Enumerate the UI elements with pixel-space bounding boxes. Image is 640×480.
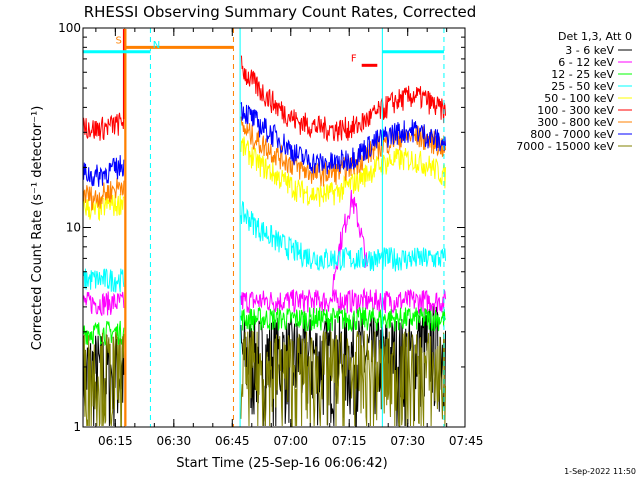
x-tick-label: 07:45 bbox=[449, 434, 484, 448]
x-tick-label: 06:30 bbox=[157, 434, 192, 448]
flag-label: S bbox=[116, 35, 122, 46]
x-tick-label: 07:15 bbox=[332, 434, 367, 448]
series-4 bbox=[82, 136, 446, 222]
x-axis-label: Start Time (25-Sep-16 06:06:42) bbox=[176, 456, 387, 471]
series-trace bbox=[240, 330, 446, 427]
series-2 bbox=[82, 306, 446, 347]
x-tick-label: 06:45 bbox=[215, 434, 250, 448]
legend-label: 300 - 800 keV bbox=[537, 116, 614, 129]
legend-label: 25 - 50 keV bbox=[551, 80, 614, 93]
series-7 bbox=[82, 102, 446, 187]
plot-layer: S N F bbox=[82, 28, 446, 427]
series-trace bbox=[82, 155, 125, 187]
footer-timestamp: 1-Sep-2022 11:50 bbox=[564, 467, 636, 476]
legend-label: 7000 - 15000 keV bbox=[516, 140, 614, 153]
series-trace bbox=[82, 111, 125, 141]
y-axis-label: Corrected Count Rate (s⁻¹ detector⁻¹) bbox=[30, 106, 45, 351]
series-5 bbox=[82, 55, 446, 143]
legend-label: 6 - 12 keV bbox=[558, 56, 614, 69]
y-tick-label: 10 bbox=[66, 221, 81, 235]
series-trace bbox=[82, 331, 125, 427]
flag-label: N bbox=[153, 40, 160, 51]
series-trace bbox=[240, 55, 446, 143]
legend-header: Det 1,3, Att 0 bbox=[558, 30, 632, 43]
series-trace bbox=[82, 193, 125, 222]
series-trace bbox=[240, 287, 446, 314]
series-trace bbox=[82, 268, 125, 293]
series-trace bbox=[240, 136, 446, 207]
legend-label: 100 - 300 keV bbox=[537, 104, 614, 117]
legend-label: 12 - 25 keV bbox=[551, 68, 614, 81]
series-trace bbox=[240, 102, 446, 175]
series-trace bbox=[240, 200, 446, 272]
series-8 bbox=[82, 330, 446, 427]
y-tick-label: 1 bbox=[73, 420, 81, 434]
chart-title: RHESSI Observing Summary Count Rates, Co… bbox=[84, 3, 477, 21]
legend-label: 800 - 7000 keV bbox=[530, 128, 614, 141]
x-tick-label: 07:30 bbox=[390, 434, 425, 448]
y-tick-label: 100 bbox=[58, 21, 81, 35]
series-trace bbox=[82, 320, 125, 347]
axis-layer: 1 10 100 06:15 06:30 06:45 07:00 07:15 07:30 07:4… bbox=[58, 21, 483, 448]
flag-label: F bbox=[351, 53, 357, 64]
legend-label: 50 - 100 keV bbox=[544, 92, 614, 105]
legend-label: 3 - 6 keV bbox=[565, 44, 614, 57]
series-trace bbox=[240, 306, 446, 333]
series-3 bbox=[82, 200, 446, 293]
x-tick-label: 07:00 bbox=[273, 434, 308, 448]
x-tick-label: 06:15 bbox=[98, 434, 133, 448]
series-trace bbox=[82, 291, 125, 316]
